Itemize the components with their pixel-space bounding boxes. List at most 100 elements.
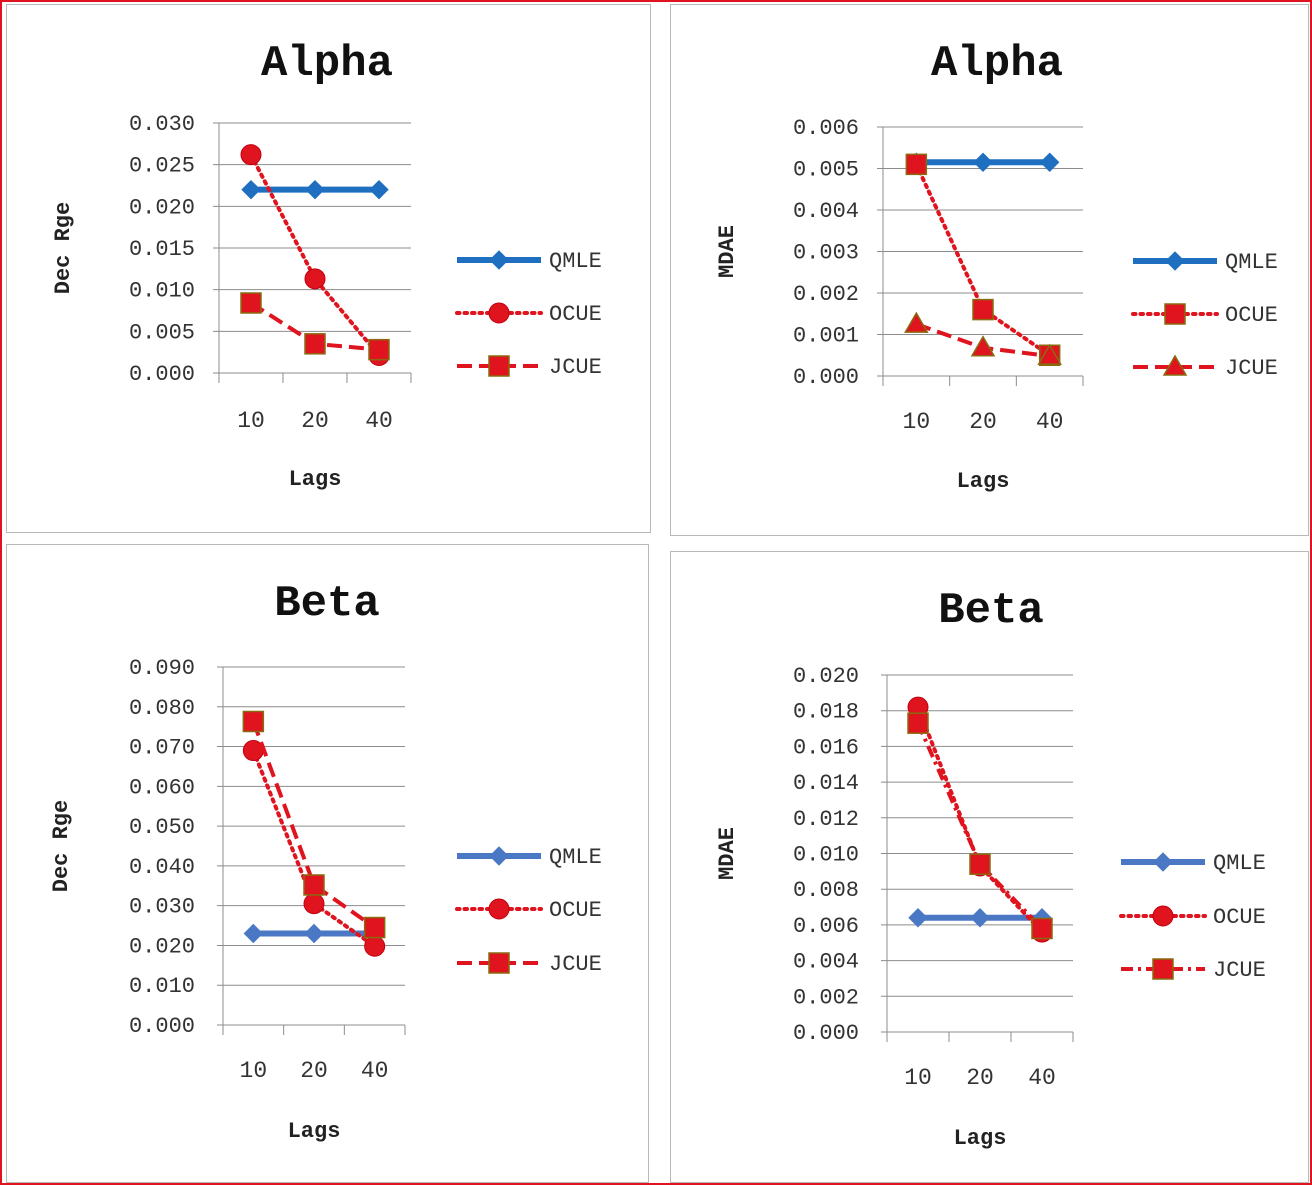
y-tick-label: 0.000: [129, 362, 195, 387]
y-tick-label: 0.016: [793, 735, 859, 760]
series-qmle: [241, 179, 389, 200]
y-tick-label: 0.020: [129, 195, 195, 220]
series-line: [249, 152, 381, 358]
legend-marker: [488, 355, 510, 377]
data-point: [363, 916, 386, 939]
legend-entry-jcue: JCUE: [1133, 354, 1278, 381]
y-axis-title: MDAE: [715, 225, 740, 278]
chart-panel-alpha-mdae: Alpha 0.000 0.001 0.002 0.003 0.004 0.005 0.006…: [670, 4, 1309, 536]
y-tick-label: 0.006: [793, 116, 859, 141]
legend-marker: [1164, 303, 1186, 325]
data-point: [1039, 152, 1060, 172]
data-point: [1031, 917, 1053, 940]
data-point: [972, 298, 994, 321]
series-ocue: [907, 696, 1053, 943]
y-tick-label: 0.090: [129, 656, 195, 681]
legend-marker: [1165, 251, 1185, 271]
x-tick-label: 20: [966, 1065, 994, 1091]
data-point: [303, 893, 325, 915]
y-tick-label: 0.005: [129, 320, 195, 345]
y-tick-label: 0.005: [793, 158, 859, 183]
data-point: [243, 923, 264, 944]
legend-marker: [489, 250, 509, 270]
data-point: [305, 179, 325, 200]
x-tick-label: 10: [904, 1065, 932, 1091]
data-point: [905, 153, 928, 176]
legend-marker: [488, 302, 510, 324]
x-tick-label: 20: [301, 408, 329, 434]
y-axis-title: MDAE: [715, 827, 740, 880]
data-point: [908, 908, 928, 928]
y-tick-label: 0.002: [793, 282, 859, 307]
x-tick-label: 20: [300, 1058, 328, 1084]
legend-entry-qmle: QMLE: [1121, 851, 1266, 876]
data-point: [904, 311, 929, 333]
data-point: [303, 874, 325, 896]
chart-svg: Alpha 0.000 0.005 0.010 0.015 0.020 0.025 0.030…: [51, 39, 602, 492]
series-qmle: [908, 908, 1052, 928]
legend-label: JCUE: [549, 952, 602, 977]
data-point: [240, 144, 262, 166]
series-line: [916, 722, 1044, 930]
y-tick-label: 0.018: [793, 700, 859, 725]
y-tick-label: 0.008: [793, 878, 859, 903]
legend-entry-qmle: QMLE: [457, 845, 602, 870]
y-tick-label: 0.025: [129, 154, 195, 179]
data-point: [240, 292, 262, 314]
legend-label: OCUE: [549, 898, 602, 923]
data-point: [304, 333, 326, 355]
y-tick-label: 0.010: [129, 279, 195, 304]
x-axis-title: Lags: [954, 1126, 1007, 1151]
legend-label: QMLE: [1213, 851, 1266, 876]
x-axis-title: Lags: [957, 469, 1010, 494]
y-tick-label: 0.030: [129, 895, 195, 920]
y-tick-label: 0.000: [793, 365, 859, 390]
legend-entry-ocue: OCUE: [1131, 303, 1278, 328]
legend-entry-ocue: OCUE: [455, 898, 602, 923]
series-jcue: [907, 712, 1053, 940]
chart-title: Alpha: [261, 39, 393, 89]
y-tick-label: 0.020: [793, 664, 859, 689]
data-point: [241, 179, 261, 200]
legend-label: OCUE: [1225, 303, 1278, 328]
series-ocue: [905, 153, 1061, 366]
x-tick-label: 20: [969, 409, 997, 435]
series-line: [251, 720, 376, 930]
data-point: [1037, 343, 1062, 365]
legend-marker: [1152, 905, 1174, 927]
data-point: [907, 712, 929, 734]
y-tick-label: 0.020: [129, 934, 195, 959]
legend-entry-jcue: JCUE: [457, 355, 602, 380]
y-tick-label: 0.004: [793, 199, 859, 224]
y-tick-label: 0.006: [793, 914, 859, 939]
y-tick-label: 0.015: [129, 237, 195, 262]
x-tick-label: 40: [365, 408, 393, 434]
chart-svg: Beta 0.000 0.002 0.004 0.006 0.008 0.010 0.012 0…: [715, 586, 1266, 1151]
x-tick-label: 40: [1036, 409, 1064, 435]
legend-entry-ocue: OCUE: [1119, 905, 1266, 930]
y-tick-label: 0.003: [793, 241, 859, 266]
data-point: [369, 179, 389, 200]
y-tick-label: 0.080: [129, 696, 195, 721]
y-tick-label: 0.004: [793, 950, 859, 975]
chart-panel-alpha-dec-rge: Alpha 0.000 0.005 0.010 0.015 0.020 0.025 0.030…: [6, 4, 651, 533]
legend-label: JCUE: [549, 355, 602, 380]
data-point: [364, 935, 386, 957]
chart-panel-beta-dec-rge: Beta 0.000 0.010 0.020 0.030 0.040 0.050 0.060 0…: [6, 544, 649, 1183]
legend-entry-ocue: OCUE: [455, 302, 602, 327]
y-tick-label: 0.040: [129, 855, 195, 880]
chart-title: Alpha: [931, 39, 1063, 89]
legend-marker: [489, 846, 509, 866]
legend-label: JCUE: [1225, 356, 1278, 381]
legend-marker: [1162, 354, 1188, 376]
chart-title: Beta: [274, 579, 380, 629]
chart-svg: Alpha 0.000 0.001 0.002 0.003 0.004 0.005 0.006…: [715, 39, 1278, 494]
series-ocue: [240, 144, 390, 366]
x-axis-title: Lags: [289, 467, 342, 492]
legend-label: QMLE: [549, 845, 602, 870]
x-tick-label: 40: [361, 1058, 389, 1084]
legend-label: OCUE: [549, 302, 602, 327]
y-tick-label: 0.030: [129, 112, 195, 137]
y-tick-label: 0.012: [793, 807, 859, 832]
